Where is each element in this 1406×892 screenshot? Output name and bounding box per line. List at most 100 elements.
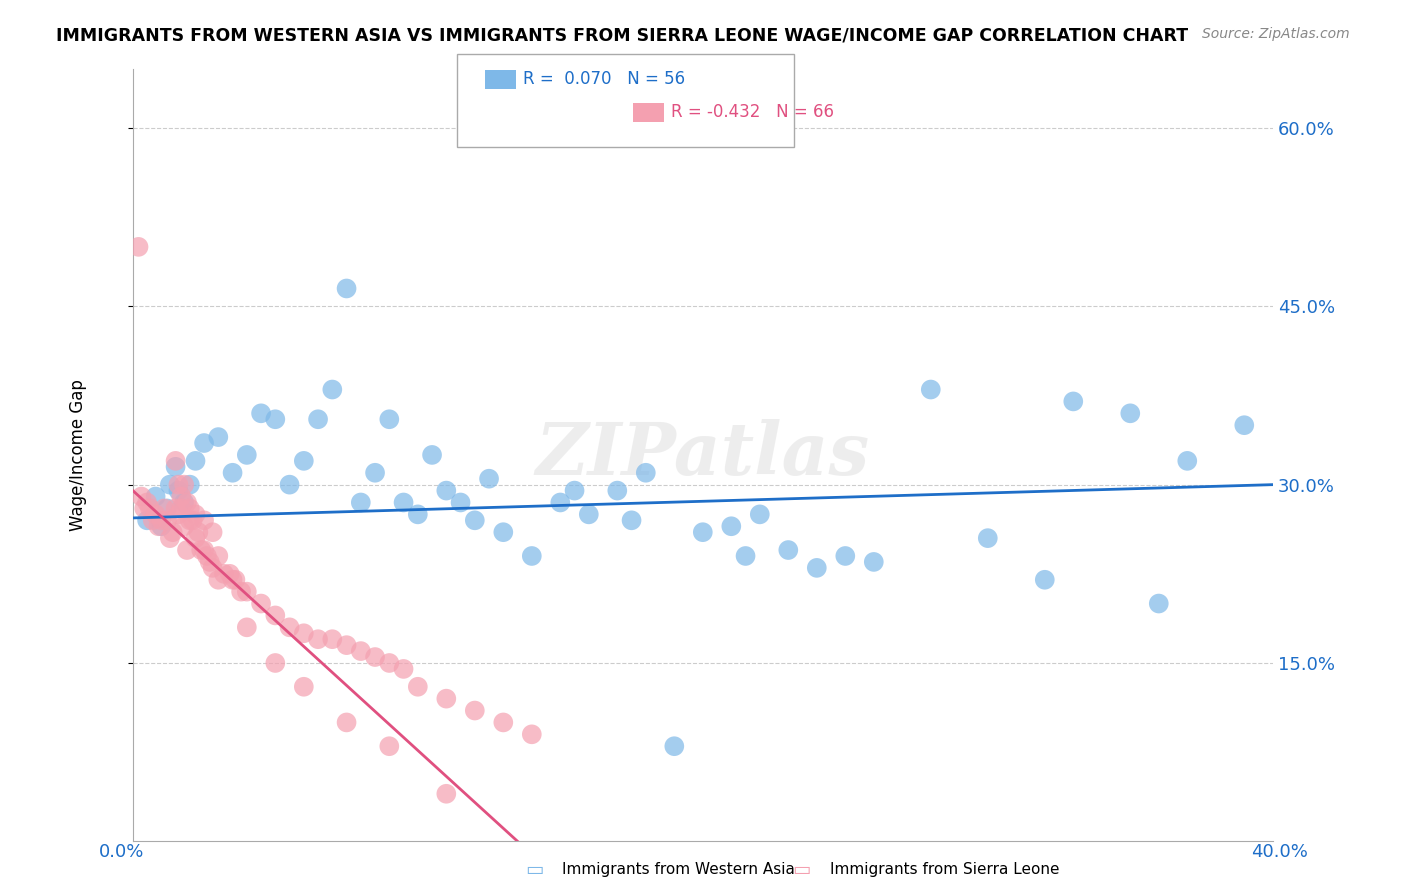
Point xyxy=(181,513,204,527)
Point xyxy=(1147,597,1170,611)
Point xyxy=(167,477,190,491)
Point xyxy=(464,513,486,527)
Point xyxy=(834,549,856,563)
Point xyxy=(184,454,207,468)
Point xyxy=(176,543,198,558)
Point xyxy=(156,501,179,516)
Point xyxy=(190,543,212,558)
Text: ▭: ▭ xyxy=(524,860,544,880)
Point xyxy=(977,531,1000,545)
Point xyxy=(229,584,252,599)
Point xyxy=(378,739,401,754)
Point xyxy=(236,620,259,634)
Point xyxy=(406,680,429,694)
Point xyxy=(492,525,515,540)
Point xyxy=(278,620,301,634)
Point xyxy=(862,555,884,569)
Point xyxy=(378,412,401,426)
Point xyxy=(1175,454,1198,468)
Point xyxy=(173,495,195,509)
Point xyxy=(207,430,229,444)
Point xyxy=(550,495,572,509)
Point xyxy=(207,573,229,587)
Text: ▭: ▭ xyxy=(792,860,811,880)
Point xyxy=(364,466,387,480)
Point xyxy=(150,519,173,533)
Text: 0.0%: 0.0% xyxy=(98,843,143,861)
Text: IMMIGRANTS FROM WESTERN ASIA VS IMMIGRANTS FROM SIERRA LEONE WAGE/INCOME GAP COR: IMMIGRANTS FROM WESTERN ASIA VS IMMIGRAN… xyxy=(56,27,1188,45)
Point xyxy=(634,466,657,480)
Point xyxy=(578,508,600,522)
Point xyxy=(392,495,415,509)
Point xyxy=(464,704,486,718)
Point xyxy=(520,549,543,563)
Point xyxy=(734,549,756,563)
Point xyxy=(692,525,714,540)
Point xyxy=(142,513,165,527)
Point xyxy=(218,566,240,581)
Point xyxy=(198,555,221,569)
Point xyxy=(434,483,457,498)
Y-axis label: Wage/Income Gap: Wage/Income Gap xyxy=(69,379,87,531)
Point xyxy=(167,508,190,522)
Text: R = -0.432   N = 66: R = -0.432 N = 66 xyxy=(671,103,834,121)
Point xyxy=(335,281,357,295)
Point xyxy=(1033,573,1056,587)
Point xyxy=(250,406,273,420)
Point xyxy=(520,727,543,741)
Point xyxy=(806,561,828,575)
Point xyxy=(221,573,243,587)
Point xyxy=(165,501,187,516)
Point xyxy=(292,454,315,468)
Point xyxy=(1119,406,1142,420)
Point xyxy=(179,477,201,491)
Point xyxy=(179,513,201,527)
Point xyxy=(350,644,373,658)
Point xyxy=(450,495,472,509)
Point xyxy=(170,490,193,504)
Point xyxy=(664,739,686,754)
Text: R =  0.070   N = 56: R = 0.070 N = 56 xyxy=(523,70,685,88)
Point xyxy=(148,519,170,533)
Point xyxy=(184,508,207,522)
Point xyxy=(321,632,343,647)
Point xyxy=(307,632,329,647)
Point xyxy=(159,477,181,491)
Point xyxy=(145,508,167,522)
Point xyxy=(128,240,150,254)
Point xyxy=(350,495,373,509)
Point xyxy=(720,519,742,533)
Point xyxy=(187,525,209,540)
Point xyxy=(159,531,181,545)
Point xyxy=(236,448,259,462)
Point xyxy=(167,483,190,498)
Text: Source: ZipAtlas.com: Source: ZipAtlas.com xyxy=(1202,27,1350,41)
Point xyxy=(406,508,429,522)
Point xyxy=(153,501,176,516)
Text: Immigrants from Western Asia: Immigrants from Western Asia xyxy=(562,863,796,877)
Point xyxy=(207,549,229,563)
Point xyxy=(492,715,515,730)
Point xyxy=(145,490,167,504)
Point xyxy=(193,513,215,527)
Point xyxy=(478,472,501,486)
Point xyxy=(195,549,218,563)
Point xyxy=(170,501,193,516)
Point xyxy=(620,513,643,527)
Point xyxy=(1233,418,1256,433)
Point xyxy=(264,412,287,426)
Point xyxy=(165,459,187,474)
Point xyxy=(139,501,162,516)
Point xyxy=(335,638,357,652)
Point xyxy=(564,483,586,498)
Point xyxy=(264,656,287,670)
Point xyxy=(221,466,243,480)
Point xyxy=(173,519,195,533)
Point xyxy=(184,531,207,545)
Point xyxy=(321,383,343,397)
Point xyxy=(307,412,329,426)
Point xyxy=(364,650,387,665)
Point xyxy=(173,477,195,491)
Point xyxy=(606,483,628,498)
Text: ZIPatlas: ZIPatlas xyxy=(536,419,870,491)
